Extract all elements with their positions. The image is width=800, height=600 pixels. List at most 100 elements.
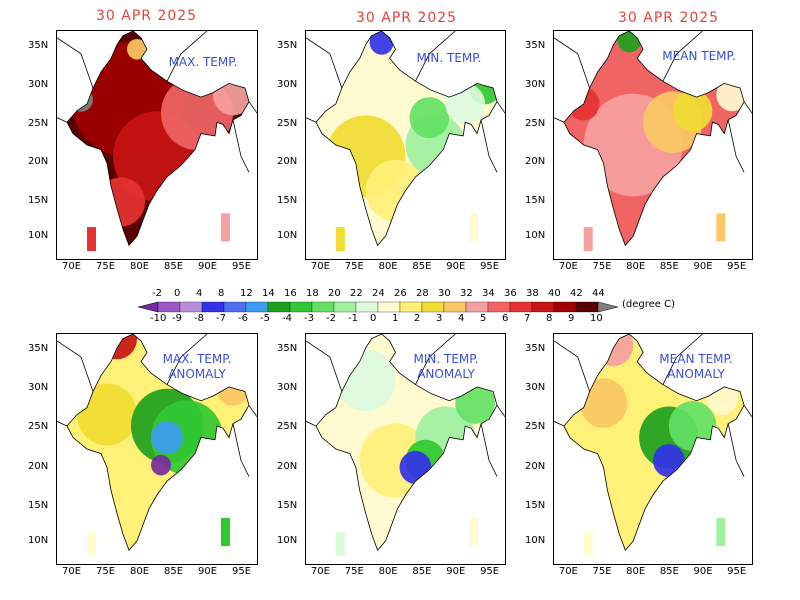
lat-tick-label: 35N bbox=[28, 40, 49, 52]
lon-tick-label: 95E bbox=[480, 261, 500, 272]
lat-tick-label: 35N bbox=[277, 343, 298, 355]
lon-tick-label: 80E bbox=[626, 566, 646, 577]
neighbor-border bbox=[306, 421, 317, 427]
colorbar-anomaly-label: -4 bbox=[282, 313, 292, 324]
colorbar-anomaly-label: 3 bbox=[436, 313, 443, 324]
lakshadweep-swatch bbox=[87, 531, 96, 556]
colorbar-anomaly-label: -10 bbox=[150, 313, 167, 324]
lakshadweep-swatch bbox=[583, 531, 593, 556]
lon-tick-label: 80E bbox=[378, 566, 398, 577]
india-map-mean bbox=[554, 31, 752, 252]
lat-tick-label: 15N bbox=[277, 195, 298, 207]
colorbar-swatch bbox=[157, 301, 181, 313]
neighbor-border bbox=[57, 117, 68, 123]
map-panel-amin: MIN. TEMP. ANOMALY bbox=[305, 333, 506, 565]
neighbor-border bbox=[743, 101, 752, 114]
neighbor-border bbox=[496, 101, 505, 114]
field-blob bbox=[151, 454, 171, 476]
colorbar-anomaly-label: 0 bbox=[370, 313, 377, 324]
panel-title-mean: MEAN TEMP. bbox=[662, 49, 736, 63]
lon-tick-label: 95E bbox=[232, 261, 252, 272]
colorbar-low-arrow bbox=[137, 301, 159, 313]
andaman-swatch bbox=[221, 213, 230, 242]
colorbar-anomaly-label: -2 bbox=[326, 313, 336, 324]
lon-tick-label: 90E bbox=[693, 261, 713, 272]
colorbar-swatch bbox=[311, 301, 335, 313]
lon-tick-label: 90E bbox=[198, 261, 218, 272]
lat-tick-label: 20N bbox=[277, 156, 298, 168]
lat-tick-label: 15N bbox=[28, 195, 49, 207]
country-border bbox=[66, 334, 250, 551]
lat-tick-label: 20N bbox=[28, 460, 49, 472]
lon-tick-label: 70E bbox=[558, 261, 578, 272]
field-blob bbox=[409, 97, 450, 139]
colorbar-swatch bbox=[531, 301, 555, 313]
lat-tick-label: 25N bbox=[277, 421, 298, 433]
neighbor-border bbox=[57, 37, 94, 89]
lon-tick-label: 70E bbox=[558, 566, 578, 577]
lon-tick-label: 80E bbox=[130, 261, 150, 272]
lon-tick-label: 80E bbox=[378, 261, 398, 272]
lon-tick-label: 80E bbox=[626, 261, 646, 272]
lon-tick-label: 75E bbox=[344, 261, 364, 272]
colorbar-swatch bbox=[245, 301, 269, 313]
lon-tick-label: 75E bbox=[592, 566, 612, 577]
date-label-mean: 30 APR 2025 bbox=[618, 10, 720, 26]
india-map-min bbox=[306, 31, 505, 252]
lat-tick-label: 15N bbox=[525, 195, 546, 207]
andaman-swatch bbox=[716, 518, 726, 546]
lon-tick-label: 85E bbox=[412, 566, 432, 577]
lat-tick-label: 30N bbox=[28, 382, 49, 394]
neighbor-border bbox=[415, 31, 456, 82]
colorbar-anomaly-label: -7 bbox=[216, 313, 226, 324]
colorbar-temp-label: 36 bbox=[504, 288, 517, 299]
colorbar-temp-label: 42 bbox=[570, 288, 583, 299]
lon-tick-label: 85E bbox=[659, 261, 679, 272]
andaman-swatch bbox=[469, 213, 479, 242]
lon-tick-label: 90E bbox=[693, 566, 713, 577]
lon-tick-label: 95E bbox=[232, 566, 252, 577]
map-panel-mean: MEAN TEMP. bbox=[553, 30, 753, 260]
lakshadweep-swatch bbox=[87, 227, 96, 252]
field-blob bbox=[151, 420, 183, 455]
panel-title-max: MAX. TEMP. bbox=[168, 55, 238, 69]
lat-tick-label: 35N bbox=[277, 40, 298, 52]
panel-title-amin: MIN. TEMP. ANOMALY bbox=[413, 352, 479, 381]
colorbar-swatch bbox=[201, 301, 225, 313]
lat-tick-label: 10N bbox=[525, 535, 546, 547]
neighbor-border bbox=[727, 119, 745, 173]
lat-tick-label: 20N bbox=[525, 156, 546, 168]
colorbar-temp-label: 8 bbox=[218, 288, 225, 299]
neighbor-border bbox=[57, 340, 94, 392]
lat-tick-label: 35N bbox=[525, 40, 546, 52]
lakshadweep-swatch bbox=[335, 227, 345, 252]
colorbar-swatch bbox=[399, 301, 423, 313]
lon-tick-label: 85E bbox=[164, 566, 184, 577]
neighbor-border bbox=[248, 405, 257, 418]
colorbar-anomaly-label: -3 bbox=[304, 313, 314, 324]
lon-tick-label: 90E bbox=[446, 261, 466, 272]
panel-title-amax: MAX. TEMP. ANOMALY bbox=[162, 352, 232, 381]
neighbor-border bbox=[232, 119, 250, 173]
lat-tick-label: 25N bbox=[28, 117, 49, 129]
lon-tick-label: 70E bbox=[310, 566, 330, 577]
lat-tick-label: 20N bbox=[277, 460, 298, 472]
colorbar-temp-label: 28 bbox=[416, 288, 429, 299]
colorbar-anomaly-label: 9 bbox=[568, 313, 575, 324]
india-map-max bbox=[57, 31, 257, 252]
colorbar-swatch bbox=[223, 301, 247, 313]
lon-tick-label: 95E bbox=[727, 566, 747, 577]
neighbor-border bbox=[248, 101, 257, 114]
map-panel-amax: MAX. TEMP. ANOMALY bbox=[56, 333, 258, 565]
map-panel-min: MIN. TEMP. bbox=[305, 30, 506, 260]
lat-tick-label: 10N bbox=[525, 230, 546, 242]
colorbar-swatch bbox=[179, 301, 203, 313]
colorbar-swatch bbox=[377, 301, 401, 313]
lon-tick-label: 85E bbox=[412, 261, 432, 272]
colorbar-swatch bbox=[421, 301, 445, 313]
colorbar-swatch bbox=[267, 301, 291, 313]
colorbar-temp-label: 12 bbox=[240, 288, 253, 299]
colorbar-swatch bbox=[575, 301, 599, 313]
lon-tick-label: 75E bbox=[592, 261, 612, 272]
